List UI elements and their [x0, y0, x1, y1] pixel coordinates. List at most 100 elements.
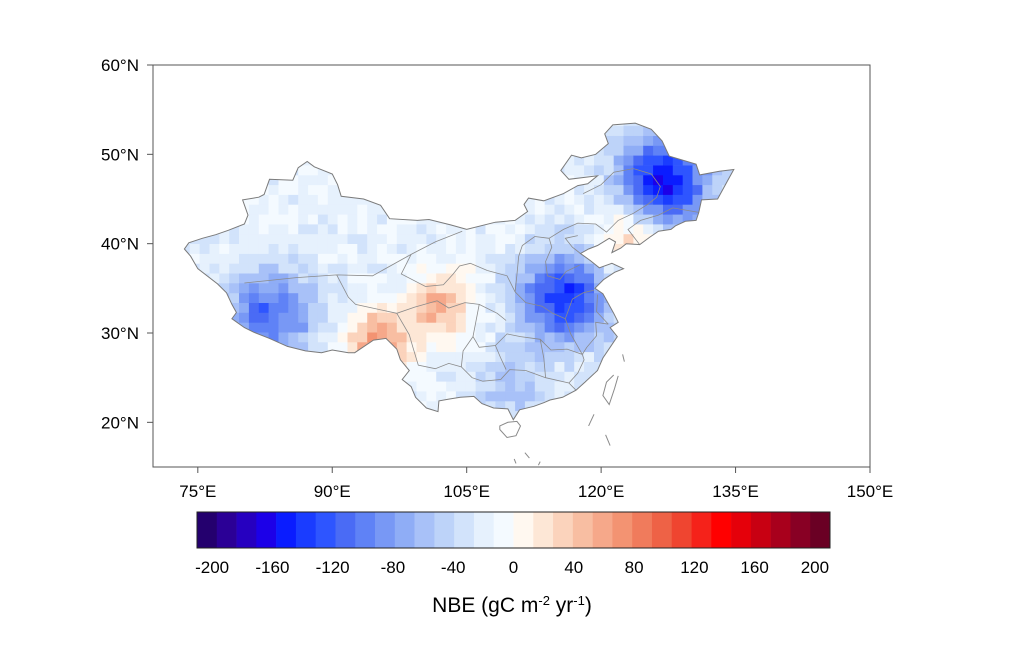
grid-cell: [564, 155, 575, 166]
grid-cell: [327, 292, 339, 303]
grid-cell: [594, 322, 605, 333]
grid-cell: [396, 273, 408, 284]
grid-cell: [544, 381, 555, 392]
grid-cell: [554, 243, 565, 254]
grid-cell: [465, 273, 477, 284]
grid-cell: [515, 400, 526, 412]
grid-cell: [515, 332, 526, 343]
grid-cell: [584, 214, 595, 225]
grid-cell: [544, 292, 555, 303]
grid-cell: [248, 273, 260, 284]
grid-cell: [524, 253, 536, 264]
grid-cell: [574, 204, 585, 215]
grid-cell: [594, 224, 605, 235]
colorbar-swatch: [651, 512, 673, 548]
grid-cell: [475, 371, 486, 382]
grid-cell: [357, 273, 368, 284]
grid-cell: [199, 263, 210, 274]
grid-cell: [475, 391, 486, 402]
grid-cell: [633, 155, 644, 166]
grid-cell: [337, 283, 348, 294]
grid-cell: [475, 312, 486, 323]
grid-cell: [475, 351, 486, 362]
grid-cell: [258, 224, 270, 235]
province-boundary: [514, 236, 580, 292]
island-fragment: [524, 452, 530, 459]
island-fragment: [622, 354, 625, 362]
grid-cell: [544, 204, 555, 215]
colorbar-tick-label: -120: [316, 558, 350, 577]
grid-cell: [574, 322, 585, 333]
x-tick-label: 135°E: [712, 482, 759, 501]
grid-cell: [239, 224, 250, 235]
grid-cell: [465, 292, 477, 303]
grid-cell: [574, 371, 585, 382]
colorbar-swatch: [315, 512, 336, 548]
grid-cell: [475, 283, 486, 294]
grid-cell: [229, 243, 240, 254]
grid-cell: [663, 214, 674, 225]
grid-cell: [475, 361, 486, 372]
grid-cell: [406, 381, 417, 392]
grid-cell: [455, 253, 467, 264]
grid-cell: [613, 145, 624, 156]
grid-cell: [278, 312, 289, 323]
grid-cell: [584, 332, 595, 343]
grid-cell: [682, 214, 693, 225]
grid-cell: [278, 273, 289, 284]
grid-cell: [524, 194, 536, 205]
grid-cell: [495, 273, 506, 284]
grid-cell: [574, 292, 585, 303]
grid-cell: [308, 184, 319, 195]
grid-cell: [623, 204, 634, 215]
grid-cell: [485, 381, 496, 392]
grid-cell: [524, 381, 536, 392]
grid-cell: [258, 312, 270, 323]
grid-cell: [416, 322, 427, 333]
grid-cell: [544, 263, 555, 274]
grid-cell: [554, 253, 565, 264]
grid-cell: [475, 381, 486, 392]
grid-cell: [436, 351, 447, 362]
grid-cell: [239, 253, 250, 264]
grid-cell: [298, 273, 309, 284]
grid-cell: [692, 204, 703, 215]
grid-cell: [199, 253, 210, 264]
grid-cell: [613, 165, 624, 176]
grid-cell: [534, 292, 546, 303]
grid-cell: [554, 292, 565, 303]
grid-cell: [416, 361, 427, 372]
grid-cell: [534, 341, 546, 353]
grid-cell: [564, 253, 575, 264]
grid-cell: [564, 371, 575, 382]
grid-cell: [505, 341, 516, 353]
grid-cell: [288, 332, 299, 343]
grid-cell: [594, 174, 605, 186]
grid-cell: [554, 283, 565, 294]
grid-cell: [603, 165, 615, 176]
grid-cell: [446, 302, 457, 313]
grid-cell: [426, 292, 437, 303]
grid-cell: [574, 263, 585, 274]
grid-cell: [426, 302, 437, 313]
grid-cell: [534, 243, 546, 254]
grid-cell: [495, 283, 506, 294]
colorbar-swatch: [770, 512, 791, 548]
grid-cell: [426, 351, 437, 362]
grid-cell: [347, 292, 358, 303]
grid-cell: [308, 332, 319, 343]
grid-cell: [357, 292, 368, 303]
grid-cell: [317, 263, 329, 274]
grid-cell: [544, 273, 555, 284]
grid-cell: [505, 273, 516, 284]
grid-cell: [574, 351, 585, 362]
province-boundary: [396, 313, 577, 391]
grid-cell: [574, 214, 585, 225]
grid-cell: [426, 233, 437, 244]
grid-cell: [258, 292, 270, 303]
grid-cell: [712, 184, 723, 195]
grid-cell: [534, 391, 546, 402]
grid-cell: [682, 184, 693, 195]
colorbar-swatch: [295, 512, 316, 548]
colorbar-swatch: [553, 512, 574, 548]
